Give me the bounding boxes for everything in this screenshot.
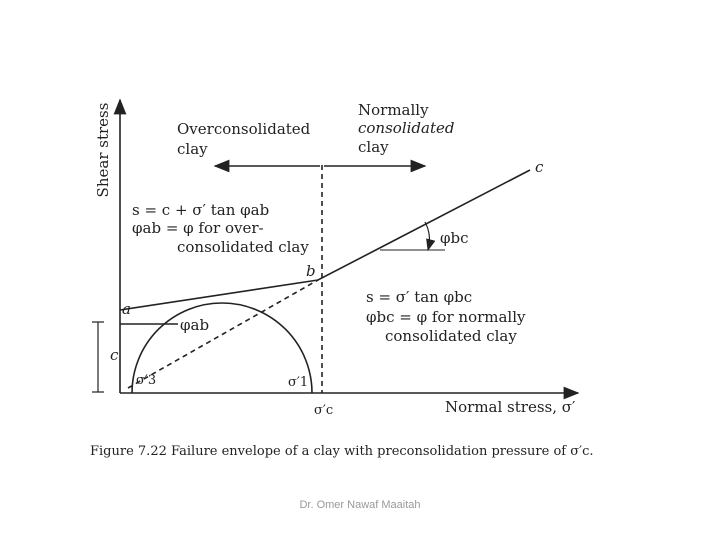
caption: Figure 7.22 Failure envelope of a clay w… xyxy=(90,444,593,459)
point-label: a xyxy=(122,300,131,318)
nc-extension xyxy=(127,279,319,389)
region-label: clay xyxy=(358,138,389,156)
stress-label: σ′c xyxy=(314,403,333,418)
cohesion-label: c xyxy=(110,346,119,364)
equation: consolidated clay xyxy=(177,238,309,256)
equation: consolidated clay xyxy=(385,327,517,345)
point-label: c xyxy=(535,158,544,176)
equation: φbc = φ for normally xyxy=(366,308,526,326)
angle-label: φbc xyxy=(440,229,469,247)
equation: s = σ′ tan φbc xyxy=(366,288,472,306)
footer: Dr. Omer Nawaf Maaitah xyxy=(299,499,420,511)
angle-arc-right xyxy=(424,221,436,252)
diagram-lines xyxy=(92,98,580,400)
point-label: b xyxy=(306,262,316,280)
region-label: clay xyxy=(177,140,208,158)
equation: φab = φ for over- xyxy=(132,219,264,237)
region-label: Overconsolidated xyxy=(177,120,311,138)
x-axis-label: Normal stress, σ′ xyxy=(445,398,576,416)
region-label: Normally xyxy=(358,101,429,119)
region-label: consolidated xyxy=(358,119,454,137)
angle-label: φab xyxy=(180,316,209,334)
equation: s = c + σ′ tan φab xyxy=(132,201,269,219)
y-axis-label: Shear stress xyxy=(94,103,112,198)
mohr-circle xyxy=(131,302,313,394)
stress-label: σ′1 xyxy=(288,375,308,390)
stress-label: σ′3 xyxy=(136,373,156,388)
